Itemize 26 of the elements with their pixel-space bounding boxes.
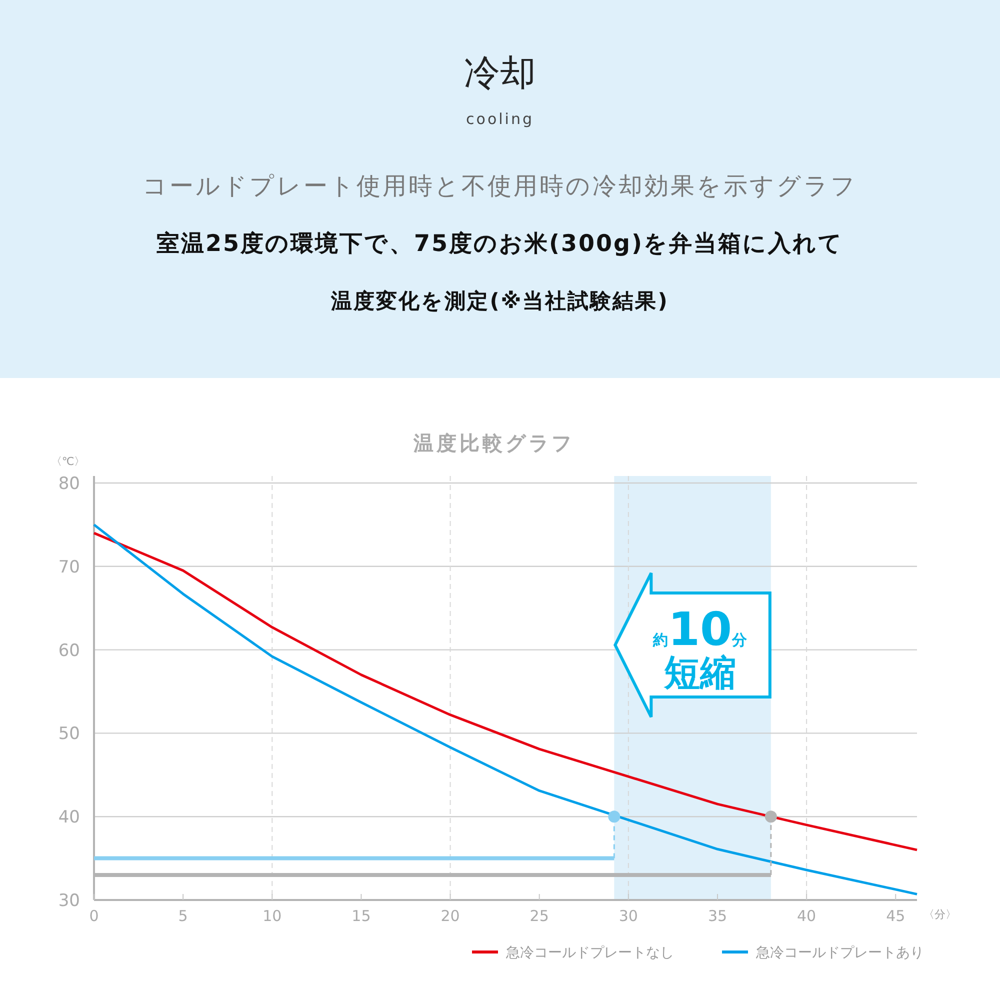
x-tick-label: 45 [886,907,906,925]
chart-title: 冷却 [464,53,536,94]
text: 温度比較グラフ [412,431,574,455]
y-tick-label: 30 [58,891,80,911]
x-tick-label: 10 [262,907,282,925]
x-tick-label: 35 [708,907,728,925]
legend-label: 急冷コールドプレートあり [755,945,924,961]
x-tick-label: 5 [178,907,188,925]
x-tick-label: 15 [352,907,371,925]
x-tick-label: 30 [618,907,638,925]
y-tick-label: 80 [58,474,80,494]
y-axis-title: 〈℃〉 [50,455,86,468]
text: コールドプレート使用時と不使用時の冷却効果を示すグラフ [142,172,858,200]
x-tick-label: 20 [440,907,460,925]
y-tick-label: 60 [58,640,80,661]
y-tick-label: 40 [58,808,80,828]
y-tick-label: 70 [58,557,80,578]
text: 温度変化を測定(※当社試験結果) [330,289,669,313]
x-axis-title: 〈分〉 [924,908,956,921]
chart-subtitle: cooling [466,110,534,128]
y-tick-label: 50 [58,724,80,744]
x-tick-label: 0 [89,907,99,925]
x-tick-label: 40 [797,907,816,925]
text: 室温25度の環境下で、75度のお米(300g)を弁当箱に入れて [156,230,844,257]
legend-label: 急冷コールドプレートなし [505,945,674,961]
x-tick-label: 25 [530,907,549,925]
